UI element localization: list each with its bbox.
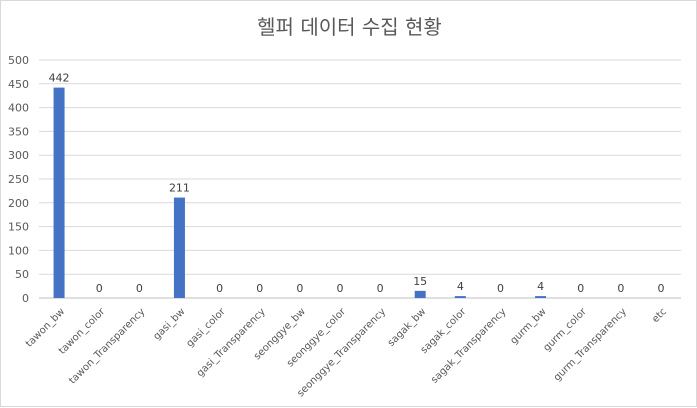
- bar: [53, 87, 65, 298]
- bar: [414, 290, 426, 298]
- gridlines: [39, 59, 681, 299]
- data-label: 0: [296, 282, 303, 295]
- data-label: 0: [377, 282, 384, 295]
- category-label: etc: [650, 306, 669, 325]
- y-tick-label: 250: [8, 173, 29, 186]
- category-label: gasi_Transparency: [195, 306, 268, 379]
- data-label: 442: [49, 72, 70, 85]
- data-label: 0: [497, 282, 504, 295]
- y-tick-label: 100: [8, 244, 29, 257]
- y-tick-label: 350: [8, 125, 29, 138]
- y-tick-label: 0: [22, 292, 29, 305]
- category-label: gurm_bw: [508, 306, 548, 346]
- data-label: 15: [413, 275, 427, 288]
- category-label: tawon_Transparency: [67, 306, 147, 386]
- data-label: 211: [169, 182, 190, 195]
- bars: [53, 87, 547, 298]
- data-label: 0: [216, 282, 223, 295]
- data-label: 0: [96, 282, 103, 295]
- data-label: 0: [136, 282, 143, 295]
- data-label: 0: [336, 282, 343, 295]
- category-label: gasi_bw: [151, 306, 187, 342]
- chart-title: 헬퍼 데이터 수집 현황: [257, 15, 442, 39]
- bar: [173, 197, 185, 298]
- bar: [454, 296, 466, 298]
- data-label: 4: [457, 280, 464, 293]
- category-label: tawon_bw: [24, 306, 67, 349]
- bar: [535, 296, 547, 298]
- data-labels: 442 0 0 211 0 0 0 0 0 15 4 0 4 0 0 0: [49, 72, 665, 295]
- data-label: 0: [256, 282, 263, 295]
- y-tick-label: 300: [8, 149, 29, 162]
- data-label: 0: [617, 282, 624, 295]
- category-label: sagak_Transparency: [429, 306, 508, 385]
- data-label: 0: [577, 282, 584, 295]
- y-axis-ticks: 0 50 100 150 200 250 300 350 400 450 500: [8, 54, 29, 305]
- category-label: gurm_Transparency: [552, 306, 629, 383]
- y-tick-label: 50: [15, 268, 29, 281]
- data-label: 0: [657, 282, 664, 295]
- y-tick-label: 450: [8, 78, 29, 91]
- y-tick-label: 400: [8, 102, 29, 115]
- data-label: 4: [537, 280, 544, 293]
- y-tick-label: 150: [8, 221, 29, 234]
- y-tick-label: 500: [8, 54, 29, 67]
- category-label: sagak_bw: [386, 306, 429, 349]
- category-label: gasi_color: [184, 306, 228, 350]
- y-tick-label: 200: [8, 197, 29, 210]
